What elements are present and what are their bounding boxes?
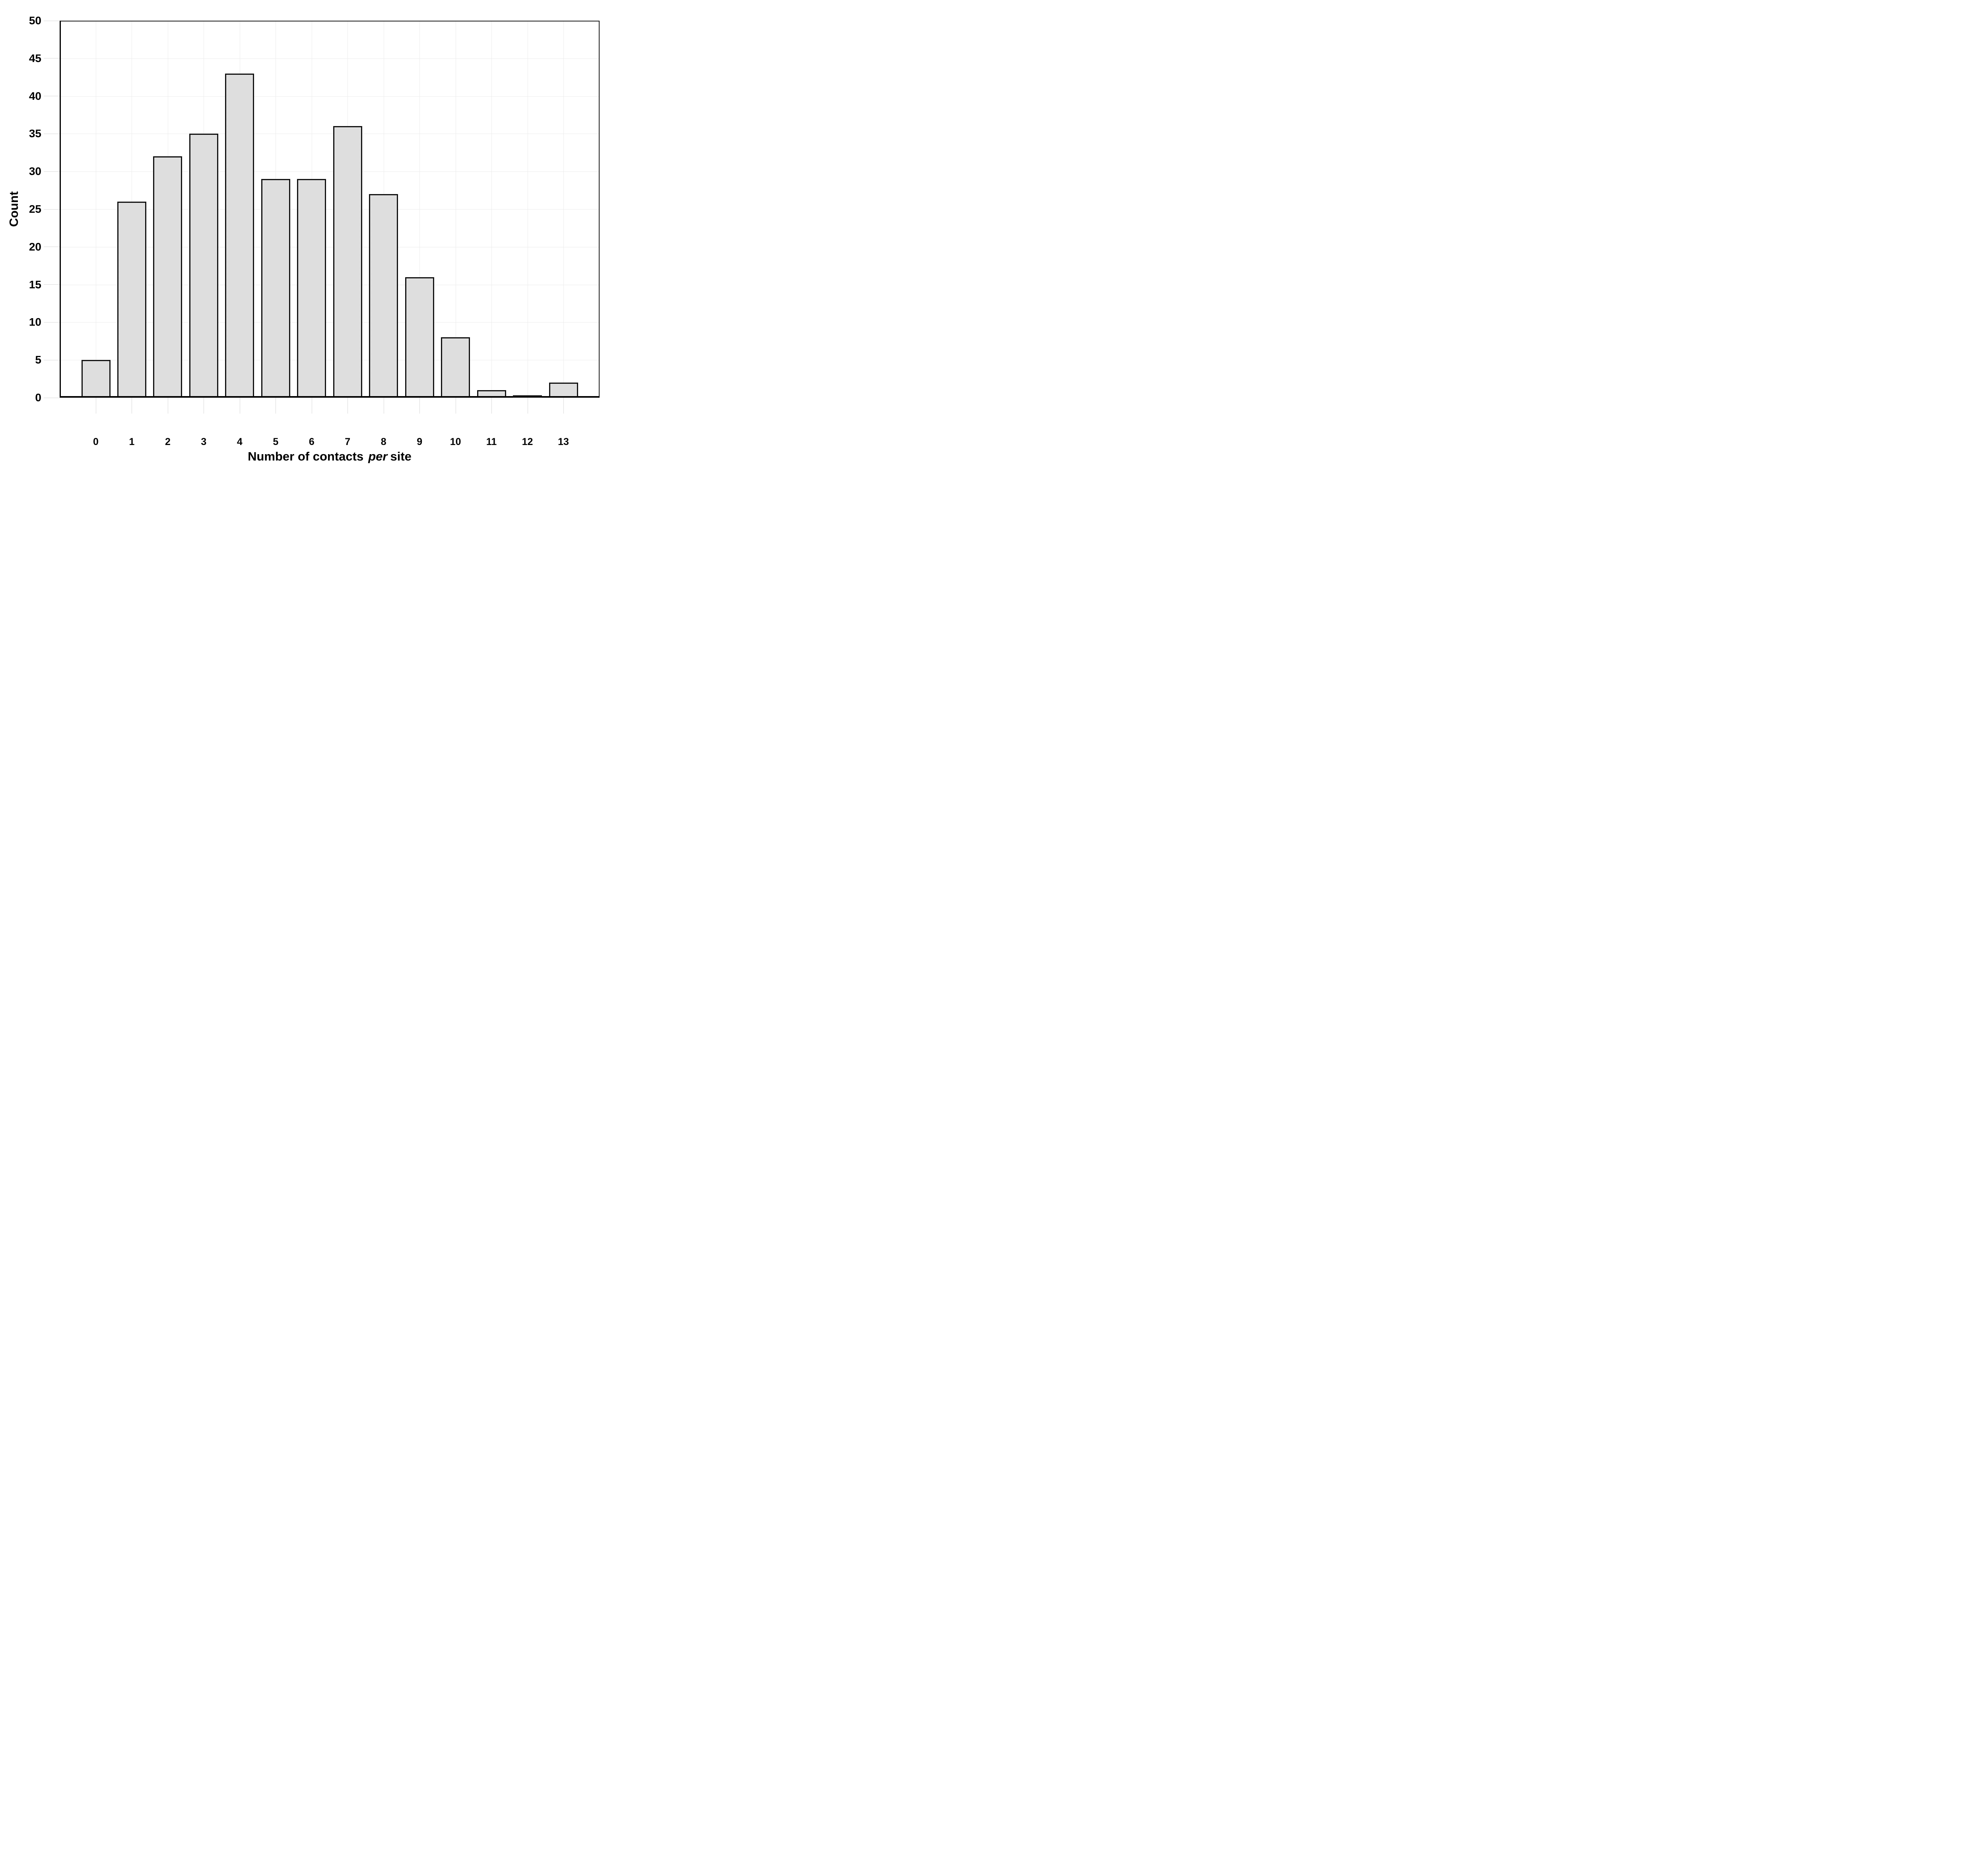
x-tick-label: 1 — [129, 436, 135, 447]
bar-1 — [117, 202, 146, 398]
bar-5 — [261, 179, 290, 398]
y-tick-label: 5 — [35, 354, 41, 366]
y-tick-label: 35 — [29, 127, 41, 140]
bar-13 — [549, 383, 578, 398]
x-axis-title-prefix: Number of contacts — [248, 449, 364, 463]
y-tick-label: 0 — [35, 391, 41, 404]
x-tick-label: 8 — [381, 436, 386, 447]
bar-0 — [81, 360, 111, 398]
x-tick-label: 10 — [450, 436, 461, 447]
y-axis-line — [60, 21, 61, 398]
y-tick-label: 45 — [29, 52, 41, 64]
bar-9 — [405, 277, 434, 398]
y-tick-label: 15 — [29, 278, 41, 291]
y-tick-label: 25 — [29, 203, 41, 215]
bar-4 — [225, 73, 254, 398]
x-tick-label: 9 — [417, 436, 423, 447]
bar-7 — [333, 126, 362, 398]
x-axis-line — [60, 396, 600, 398]
y-axis-tick — [44, 209, 60, 210]
y-tick-label: 50 — [29, 14, 41, 27]
histogram-figure: Count Number of contacts per site 0 5 10 15 20… — [0, 0, 611, 464]
x-axis-title-italic: per — [368, 449, 388, 463]
x-tick-label: 13 — [558, 436, 569, 447]
plot-area: Count Number of contacts per site 0 5 10 15 20… — [7, 15, 600, 463]
x-tick-label: 4 — [237, 436, 243, 447]
y-axis-tick — [44, 322, 60, 323]
y-tick-label: 10 — [29, 316, 41, 328]
h-gridline — [60, 96, 600, 97]
x-axis-title-suffix: site — [390, 449, 412, 463]
bar-8 — [369, 194, 398, 398]
x-tick-label: 6 — [309, 436, 315, 447]
x-tick-label: 3 — [201, 436, 207, 447]
x-axis-tick — [419, 398, 420, 414]
bar-6 — [297, 179, 326, 398]
bar-3 — [189, 134, 218, 398]
v-gridline — [419, 21, 420, 398]
x-axis-tick — [563, 398, 564, 414]
y-tick-label: 40 — [29, 89, 41, 102]
h-gridline — [60, 58, 600, 59]
x-tick-label: 11 — [486, 436, 497, 447]
h-gridline — [60, 209, 600, 210]
bar-2 — [153, 156, 182, 398]
y-axis-tick — [44, 171, 60, 172]
x-tick-label: 12 — [522, 436, 533, 447]
v-gridline — [491, 21, 492, 398]
y-axis-tick — [44, 284, 60, 285]
x-tick-label: 7 — [345, 436, 351, 447]
x-tick-label: 0 — [93, 436, 99, 447]
bar-11 — [477, 390, 506, 398]
x-axis-title: Number of contacts per site — [60, 449, 600, 464]
bar-10 — [441, 337, 470, 398]
bar-12 — [513, 395, 542, 398]
h-gridline — [60, 171, 600, 172]
y-tick-label: 30 — [29, 165, 41, 178]
x-tick-label: 5 — [273, 436, 279, 447]
v-gridline — [563, 21, 564, 398]
x-axis-tick — [491, 398, 492, 414]
h-gridline — [60, 322, 600, 323]
y-tick-label: 20 — [29, 240, 41, 253]
plot-frame-right — [599, 21, 600, 398]
x-tick-label: 2 — [165, 436, 171, 447]
